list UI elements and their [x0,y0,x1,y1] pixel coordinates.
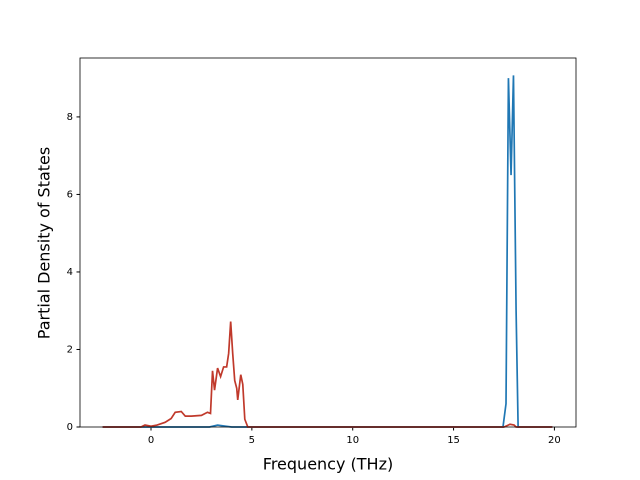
y-tick-label: 4 [67,267,73,278]
x-tick-label: 5 [249,435,255,446]
x-tick-label: 15 [447,435,460,446]
series-line [102,321,553,428]
y-axis-label: Partial Density of States [35,147,54,339]
y-tick-label: 8 [67,112,73,123]
y-tick-label: 0 [67,422,73,433]
x-axis-label: Frequency (THz) [263,455,393,474]
series-line [102,75,553,428]
y-tick-label: 6 [67,189,73,200]
y-tick-label: 2 [67,344,73,355]
x-tick-label: 10 [346,435,359,446]
x-tick-label: 0 [148,435,154,446]
x-tick-label: 20 [548,435,561,446]
plot-frame [79,57,577,428]
